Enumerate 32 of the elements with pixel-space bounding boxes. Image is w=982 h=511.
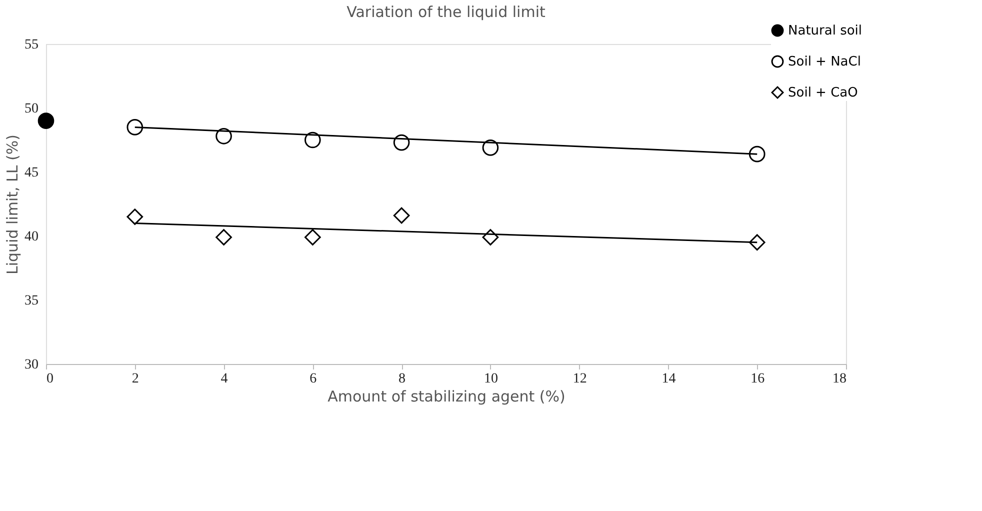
x-tick-label: 18	[832, 372, 846, 386]
y-tick-label: 45	[24, 166, 38, 180]
x-tick-label: 2	[132, 372, 139, 386]
chart-title: Variation of the liquid limit	[346, 3, 546, 21]
x-tick-label: 14	[662, 372, 676, 386]
point	[393, 207, 410, 224]
point	[748, 146, 766, 162]
point	[126, 208, 144, 225]
legend-label: Soil + CaO	[788, 86, 858, 100]
point	[748, 234, 766, 251]
point	[304, 132, 321, 148]
x-tick-label: 16	[750, 372, 765, 386]
point	[304, 229, 321, 246]
point	[38, 112, 54, 129]
y-axis-title: Liquid limit, LL (%)	[4, 134, 22, 274]
x-tick-label: 0	[46, 372, 54, 386]
legend-label: Soil + NaCl	[788, 54, 861, 70]
y-tick-label: 30	[24, 358, 38, 372]
legend-label: Natural soil	[788, 24, 862, 38]
point	[126, 119, 144, 136]
x-tick-label: 8	[398, 372, 406, 386]
y-tick-label: 40	[24, 230, 38, 244]
x-tick-label: 6	[310, 372, 317, 386]
point	[216, 128, 232, 144]
point	[216, 229, 232, 246]
x-tick-label: 12	[572, 372, 587, 386]
x-tick-label: 4	[220, 372, 228, 386]
y-tick-label: 35	[24, 294, 38, 308]
y-tick-label: 50	[24, 102, 38, 116]
x-axis-title: Amount of stabilizing agent (%)	[328, 388, 566, 406]
y-tick-label: 55	[24, 38, 38, 52]
x-tick-label: 10	[484, 372, 498, 386]
